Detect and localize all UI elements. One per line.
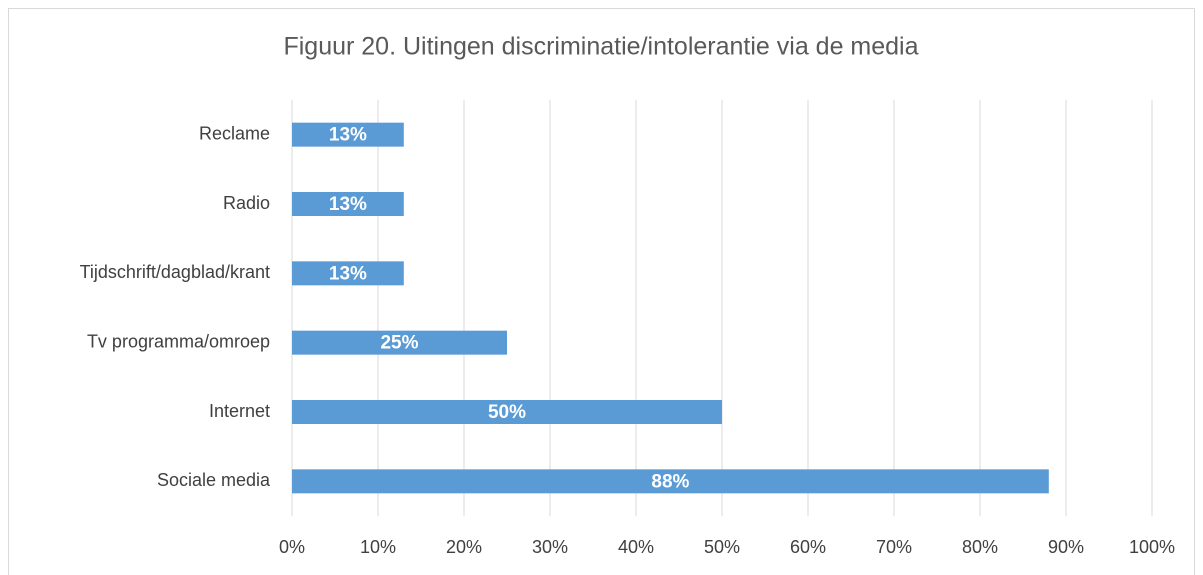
bar xyxy=(292,192,404,216)
y-tick-label: Tv programma/omroep xyxy=(87,331,270,351)
data-label: 13% xyxy=(329,125,367,146)
bar xyxy=(292,330,507,355)
chart-title: Figuur 20. Uitingen discriminatie/intole… xyxy=(283,33,918,61)
bar xyxy=(292,122,404,147)
x-tick-label: 30% xyxy=(532,537,568,557)
y-tick-label: Sociale media xyxy=(157,470,271,490)
data-label: 50% xyxy=(488,402,526,423)
data-label: 13% xyxy=(329,194,367,215)
x-tick-label: 90% xyxy=(1048,537,1084,557)
x-tick-label: 80% xyxy=(962,537,998,557)
data-label: 88% xyxy=(651,471,689,492)
y-tick-label: Internet xyxy=(209,401,270,421)
bar xyxy=(292,469,1049,494)
y-tick-label: Reclame xyxy=(199,123,270,143)
x-tick-label: 100% xyxy=(1129,537,1175,557)
x-tick-label: 50% xyxy=(704,537,740,557)
y-tick-label: Tijdschrift/dagblad/krant xyxy=(80,262,270,282)
x-tick-label: 10% xyxy=(360,537,396,557)
x-tick-label: 20% xyxy=(446,537,482,557)
x-tick-label: 40% xyxy=(618,537,654,557)
data-label: 13% xyxy=(329,263,367,284)
y-tick-label: Radio xyxy=(223,193,270,213)
bar xyxy=(292,400,722,424)
x-tick-label: 70% xyxy=(876,537,912,557)
x-tick-label: 60% xyxy=(790,537,826,557)
bar xyxy=(292,261,404,286)
x-tick-label: 0% xyxy=(279,537,305,557)
data-label: 25% xyxy=(380,333,418,354)
